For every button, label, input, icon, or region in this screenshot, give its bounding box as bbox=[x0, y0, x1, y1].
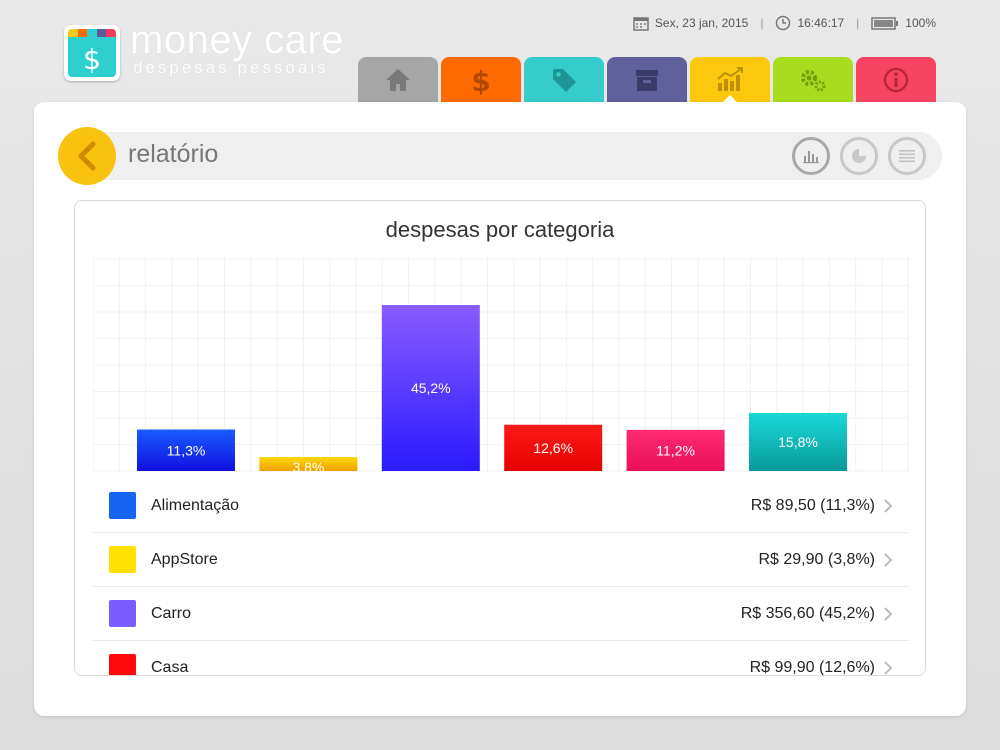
category-name: Casa bbox=[151, 658, 189, 676]
bar-4[interactable] bbox=[504, 424, 603, 471]
bar-chart: 11,3% 3,8% 45,2% 12,6% 11,2% 15,8% bbox=[93, 257, 909, 473]
chart-title: despesas por categoria bbox=[385, 217, 615, 242]
category-amount: R$ 29,90 (3,8%) bbox=[758, 550, 875, 568]
bar-chart-icon bbox=[803, 151, 819, 164]
app-logo: $ bbox=[64, 25, 120, 81]
chevron-right-icon bbox=[884, 607, 893, 621]
pie-chart-view-button[interactable] bbox=[840, 137, 878, 175]
bar-label-1: 11,3% bbox=[167, 442, 206, 458]
bar-label-5: 11,2% bbox=[656, 442, 695, 458]
status-battery: 100% bbox=[905, 16, 936, 30]
bar-chart-view-button[interactable] bbox=[792, 137, 830, 175]
battery-icon bbox=[871, 16, 899, 30]
list-view-button[interactable] bbox=[888, 137, 926, 175]
bar-label-3: 45,2% bbox=[411, 380, 451, 396]
list-icon bbox=[899, 150, 915, 163]
bar-2[interactable] bbox=[259, 457, 358, 471]
title-bar: relatório bbox=[58, 127, 942, 185]
status-date: Sex, 23 jan, 2015 bbox=[654, 16, 749, 30]
bar-1[interactable] bbox=[137, 429, 235, 471]
archive-icon bbox=[636, 70, 658, 91]
bar-label-2: 3,8% bbox=[292, 459, 324, 473]
info-icon bbox=[883, 67, 909, 93]
category-color-swatch bbox=[109, 546, 136, 573]
category-amount: R$ 89,50 (11,3%) bbox=[750, 496, 875, 514]
category-row[interactable]: Casa R$ 99,90 (12,6%) bbox=[93, 641, 909, 676]
page-title: relatório bbox=[128, 140, 219, 168]
tab-info[interactable] bbox=[856, 57, 936, 103]
calendar-icon bbox=[633, 16, 649, 31]
home-icon bbox=[386, 69, 410, 91]
chevron-right-icon bbox=[884, 553, 893, 567]
report-panel: despesas por categoria 11,3% 3,8% 45,2% 12,… bbox=[74, 200, 926, 676]
main-tabs: $ bbox=[358, 57, 936, 103]
category-row[interactable]: Carro R$ 356,60 (45,2%) bbox=[93, 587, 909, 641]
category-name: Alimentação bbox=[151, 496, 240, 514]
chevron-right-icon bbox=[884, 661, 893, 675]
status-bar: Sex, 23 jan, 2015 | 16:46:17 | 100% bbox=[633, 14, 936, 32]
category-color-swatch bbox=[109, 600, 136, 627]
category-color-swatch bbox=[109, 492, 136, 519]
bar-5[interactable] bbox=[626, 429, 725, 471]
bar-6[interactable] bbox=[749, 412, 847, 471]
gears-icon bbox=[801, 70, 826, 92]
tag-icon bbox=[553, 69, 576, 92]
app-title: money care bbox=[130, 18, 344, 62]
chart-trend-icon bbox=[717, 67, 743, 91]
status-time: 16:46:17 bbox=[797, 16, 845, 30]
back-button[interactable] bbox=[58, 127, 116, 185]
bar-3[interactable] bbox=[381, 305, 480, 471]
tab-dollar[interactable]: $ bbox=[441, 57, 521, 103]
category-name: AppStore bbox=[151, 550, 218, 568]
clock-icon bbox=[775, 15, 791, 31]
category-row[interactable]: AppStore R$ 29,90 (3,8%) bbox=[93, 533, 909, 587]
tab-tag[interactable] bbox=[524, 57, 604, 103]
tab-chart-trend[interactable] bbox=[690, 57, 770, 103]
category-amount: R$ 99,90 (12,6%) bbox=[749, 658, 875, 676]
bar-label-6: 15,8% bbox=[778, 434, 818, 450]
category-amount: R$ 356,60 (45,2%) bbox=[740, 604, 875, 622]
category-row[interactable]: Alimentação R$ 89,50 (11,3%) bbox=[93, 479, 909, 533]
bar-label-4: 12,6% bbox=[533, 440, 573, 456]
tab-gears[interactable] bbox=[773, 57, 853, 103]
category-list: Alimentação R$ 89,50 (11,3%) AppStore R$ 29… bbox=[93, 479, 909, 676]
svg-text:$: $ bbox=[471, 65, 490, 95]
app-subtitle: despesas pessoais bbox=[133, 58, 329, 77]
logo-dollar-symbol: $ bbox=[83, 43, 101, 76]
pie-chart-icon bbox=[852, 149, 866, 163]
tab-home[interactable] bbox=[358, 57, 438, 103]
main-card: relatório despesas por categoria 11,3% 3,… bbox=[34, 102, 966, 716]
dollar-icon: $ bbox=[471, 65, 490, 95]
tab-archive[interactable] bbox=[607, 57, 687, 103]
chevron-right-icon bbox=[884, 499, 893, 513]
category-name: Carro bbox=[151, 604, 192, 622]
chevron-left-icon bbox=[78, 141, 96, 171]
category-color-swatch bbox=[109, 654, 136, 675]
